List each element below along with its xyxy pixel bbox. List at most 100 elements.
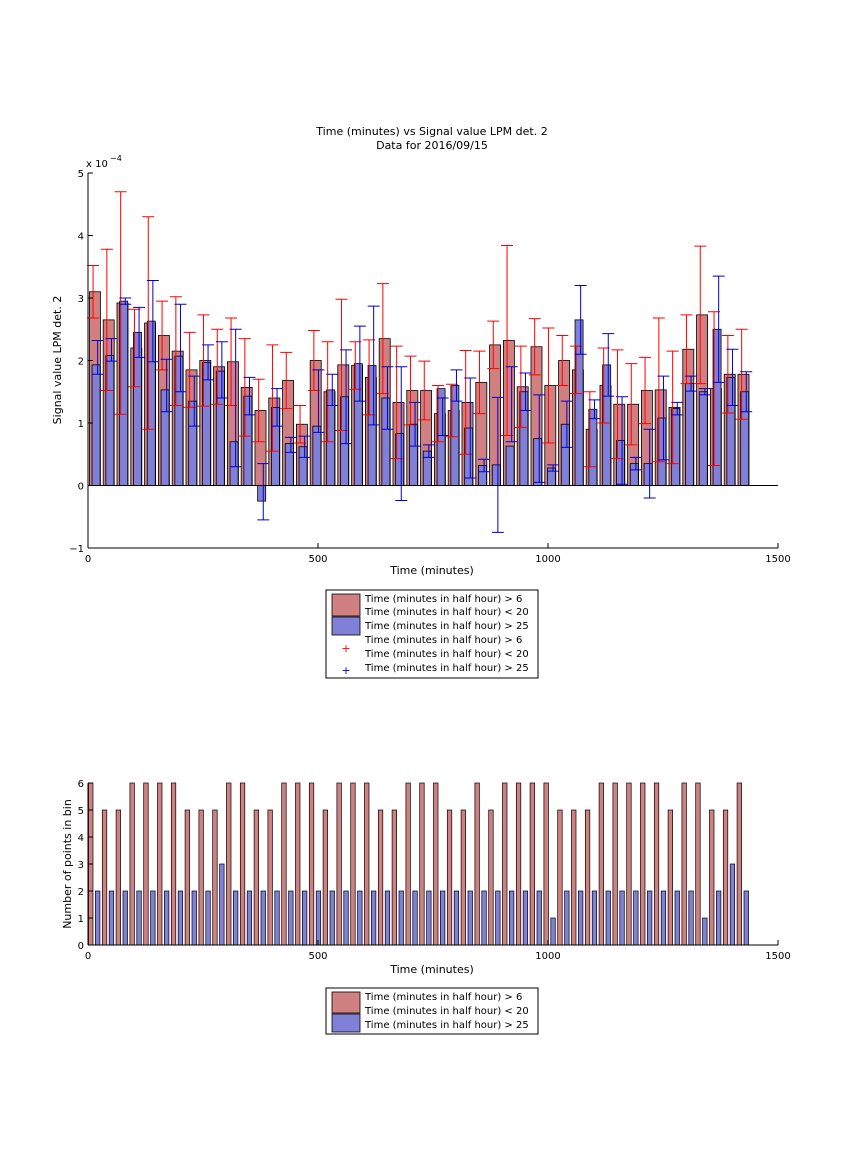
bar-red: [405, 782, 411, 946]
bar-blue: [398, 890, 404, 946]
legend-swatch-blue: [331, 616, 361, 636]
legend: Time (minutes in half hour) > 6 Time (mi…: [325, 987, 539, 1035]
chart-subtitle: Data for 2016/09/15: [376, 139, 488, 152]
bar-blue: [150, 890, 156, 946]
svg-text:−4: −4: [110, 154, 122, 163]
bar-blue: [522, 890, 529, 946]
bar-red: [184, 809, 190, 946]
bar-red: [170, 782, 177, 946]
bar-blue: [467, 890, 473, 946]
bar-blue: [533, 438, 543, 486]
legend-swatch-blue: [331, 1013, 361, 1033]
bar-red: [322, 809, 328, 946]
legend-label: Time (minutes in half hour) > 6: [364, 594, 522, 605]
x-tick-label: 1500: [765, 554, 790, 565]
count-chart: 0 500 1000 1500 0 1 2 3 4 5 6 Time (minutes) Numbe…: [61, 779, 791, 1035]
legend-label: Time (minutes in half hour) > 6: [364, 992, 522, 1003]
bar-blue: [509, 890, 515, 946]
x-tick-label: 1000: [535, 951, 560, 962]
legend-box: [325, 589, 539, 679]
y-tick-label: 6: [78, 779, 84, 790]
x-axis-label: Time (minutes): [389, 963, 474, 976]
bar-red: [239, 782, 246, 946]
y-axis-label: Number of points in bin: [61, 799, 74, 929]
bar-blue: [302, 890, 308, 946]
x-tick-label: 500: [308, 554, 327, 565]
x-tick-label: 500: [308, 951, 327, 962]
bar-red: [198, 809, 204, 946]
bar-red: [226, 782, 232, 946]
bar-blue: [564, 890, 570, 946]
bar-blue: [633, 890, 639, 946]
legend-label: Time (minutes in half hour) < 20: [364, 607, 529, 618]
bar-blue: [329, 890, 335, 946]
bar-blue: [312, 425, 322, 486]
bar-red: [364, 782, 370, 946]
bar-blue: [298, 446, 308, 486]
bar-blue: [422, 450, 432, 486]
bar-blue: [136, 890, 142, 946]
bar-red: [433, 782, 439, 946]
bar-blue: [343, 890, 349, 946]
bar-blue: [716, 890, 722, 946]
y-tick-label: 5: [78, 169, 84, 180]
bar-blue: [491, 464, 501, 486]
legend-swatch-red: [331, 991, 361, 1014]
legend-label: Time (minutes in half hour) < 20: [364, 1006, 529, 1017]
bar-red: [489, 344, 502, 486]
bar-red: [157, 782, 163, 946]
bar-blue: [191, 890, 197, 946]
bar-blue: [685, 383, 694, 486]
bars-group: [88, 782, 749, 946]
bar-blue: [743, 890, 749, 946]
bar-blue: [246, 890, 253, 946]
bar-red: [377, 809, 384, 946]
bar-red: [460, 809, 466, 946]
bar-blue: [95, 890, 101, 946]
bar-blue: [702, 917, 708, 946]
bar-red: [295, 782, 301, 946]
bar-red: [391, 809, 397, 946]
bar-blue: [412, 890, 418, 946]
bar-blue: [260, 890, 266, 946]
bar-blue: [177, 890, 184, 946]
bar-blue: [426, 890, 432, 946]
ticks-group: 0 500 1000 1500 0 1 2 3 4 5 6: [78, 779, 791, 962]
bar-red: [626, 782, 632, 946]
bar-red: [446, 809, 453, 946]
bar-blue: [495, 890, 501, 946]
legend-label: Time (minutes in half hour) > 6: [364, 635, 522, 646]
bar-blue: [108, 890, 115, 946]
legend-label: Time (minutes in half hour) > 25: [364, 1020, 529, 1031]
bar-red: [308, 782, 315, 946]
bar-red: [584, 809, 591, 946]
y-tick-label: 4: [78, 232, 84, 243]
x-tick-label: 0: [85, 554, 91, 565]
bar-blue: [357, 890, 363, 946]
legend-marker-red: +: [341, 642, 350, 655]
bar-red: [695, 782, 701, 946]
bar-red: [281, 782, 287, 946]
bar-blue: [591, 890, 598, 946]
y-tick-label: 0: [78, 482, 84, 493]
bar-blue: [574, 319, 584, 486]
bar-blue: [384, 890, 391, 946]
y-tick-label: 2: [78, 887, 84, 898]
y-tick-label: 3: [78, 294, 84, 305]
y-tick-label: −1: [69, 544, 84, 555]
legend-label: Time (minutes in half hour) > 25: [364, 621, 529, 632]
bar-blue: [729, 863, 736, 946]
bar-blue: [453, 890, 460, 946]
bar-red: [267, 809, 273, 946]
bar-blue: [205, 890, 211, 946]
x-tick-label: 0: [85, 951, 91, 962]
y-tick-label: 4: [78, 833, 84, 844]
bar-red: [419, 782, 425, 946]
y-axis-label: Signal value LPM det. 2: [51, 296, 64, 425]
bar-red: [474, 782, 480, 946]
bar-blue: [550, 917, 556, 946]
legend-label: Time (minutes in half hour) < 20: [364, 649, 529, 660]
bar-blue: [629, 463, 639, 486]
bar-blue: [409, 423, 418, 486]
bar-blue: [440, 890, 446, 946]
